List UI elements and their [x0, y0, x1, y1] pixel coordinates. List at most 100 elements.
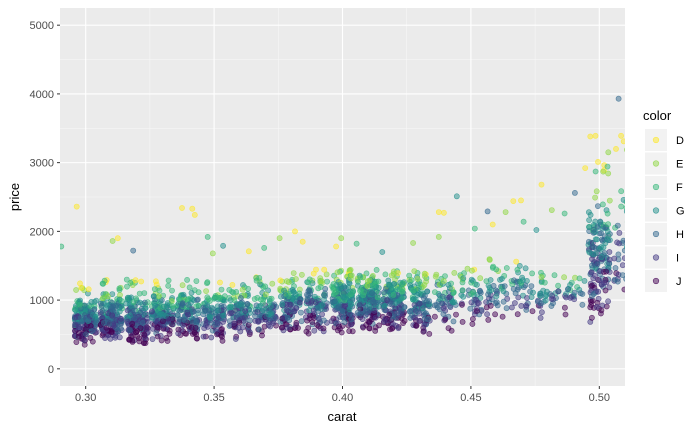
- data-point: [295, 325, 301, 331]
- data-point: [152, 302, 158, 309]
- data-point: [184, 276, 190, 283]
- data-point: [304, 296, 311, 302]
- data-point: [292, 276, 299, 282]
- data-point: [440, 278, 447, 284]
- legend-title: color: [643, 108, 672, 123]
- data-point: [595, 203, 601, 209]
- data-point: [620, 237, 625, 244]
- data-point: [401, 304, 408, 310]
- data-point: [381, 318, 388, 325]
- data-point: [459, 301, 465, 308]
- data-point: [88, 298, 95, 305]
- data-point: [347, 275, 354, 282]
- data-point: [136, 290, 143, 297]
- data-point: [139, 319, 146, 326]
- data-point: [446, 294, 453, 301]
- data-point: [165, 316, 172, 323]
- data-point: [72, 321, 78, 328]
- data-point: [290, 270, 297, 276]
- data-point: [514, 266, 521, 273]
- data-point: [412, 314, 418, 321]
- data-point: [538, 300, 544, 307]
- data-point: [82, 305, 88, 312]
- data-point: [77, 301, 83, 308]
- data-point: [228, 310, 235, 316]
- y-axis-title: price: [7, 183, 22, 211]
- data-point: [586, 209, 592, 216]
- data-point: [490, 282, 497, 289]
- data-point: [73, 203, 80, 210]
- data-point: [131, 315, 138, 321]
- data-point: [503, 305, 510, 312]
- data-point: [498, 275, 505, 282]
- data-point: [347, 321, 354, 328]
- data-point: [331, 298, 338, 305]
- data-point: [561, 210, 568, 217]
- data-point: [277, 277, 284, 284]
- data-point: [621, 286, 625, 293]
- data-point: [220, 242, 226, 249]
- data-point: [625, 229, 630, 234]
- data-point: [601, 250, 608, 256]
- data-point: [410, 240, 416, 246]
- data-point: [204, 302, 211, 308]
- data-point: [459, 287, 466, 294]
- data-point: [459, 318, 466, 325]
- data-point: [138, 278, 145, 285]
- data-point: [129, 320, 136, 327]
- data-point: [448, 327, 455, 334]
- data-point: [529, 270, 535, 277]
- data-point: [155, 293, 162, 299]
- data-point: [180, 316, 187, 323]
- data-point: [420, 328, 427, 335]
- data-point: [292, 291, 299, 298]
- data-point: [328, 318, 335, 324]
- data-point: [425, 316, 431, 323]
- data-point: [555, 288, 562, 295]
- data-point: [353, 240, 360, 247]
- data-point: [592, 132, 599, 139]
- legend-swatch: [652, 207, 660, 214]
- data-point: [204, 233, 211, 240]
- data-point: [406, 308, 413, 315]
- data-point: [629, 227, 634, 232]
- data-point: [163, 334, 170, 341]
- data-point: [589, 282, 595, 289]
- data-point: [340, 293, 347, 300]
- data-point: [543, 292, 550, 298]
- data-point: [179, 205, 185, 211]
- data-point: [541, 279, 548, 286]
- data-point: [194, 335, 200, 342]
- data-point: [158, 337, 165, 344]
- data-point: [623, 244, 625, 250]
- data-point: [348, 291, 355, 297]
- data-point: [141, 299, 148, 306]
- data-point: [257, 296, 264, 303]
- data-point: [354, 309, 361, 316]
- data-point: [469, 316, 476, 322]
- data-point: [219, 337, 226, 344]
- data-point: [369, 282, 376, 289]
- data-point: [298, 271, 305, 278]
- data-point: [108, 329, 115, 335]
- data-point: [262, 283, 269, 290]
- data-point: [267, 303, 274, 310]
- data-point: [116, 334, 123, 341]
- data-point: [87, 334, 94, 341]
- data-point: [321, 266, 328, 273]
- data-point: [627, 233, 632, 238]
- data-point: [500, 298, 507, 305]
- y-tick-label: 0: [48, 364, 54, 376]
- data-point: [360, 324, 366, 331]
- data-point: [431, 289, 438, 295]
- data-point: [310, 312, 316, 319]
- data-point: [187, 300, 194, 306]
- data-point: [604, 210, 611, 217]
- data-point: [620, 197, 625, 203]
- data-point: [117, 325, 124, 332]
- data-point: [125, 294, 131, 301]
- data-point: [209, 250, 216, 257]
- data-point: [309, 319, 316, 325]
